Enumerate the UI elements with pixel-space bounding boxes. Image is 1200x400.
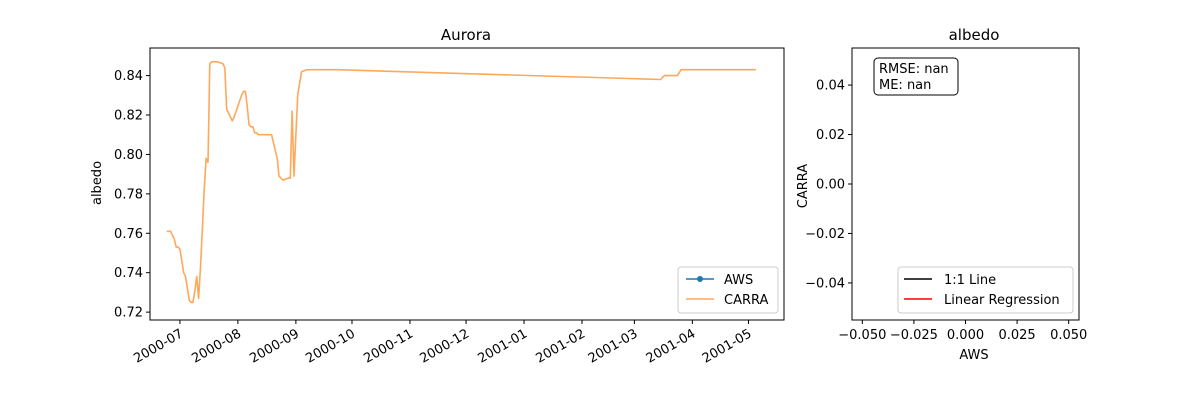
x-tick-label: 2000-08 <box>189 326 244 366</box>
x-tick-group: 2000-07 2000-08 2000-09 2000-10 2000-11 2000-… <box>131 320 754 367</box>
x-tick-label: 2001-04 <box>644 326 699 366</box>
legend: AWS CARRA <box>677 266 779 314</box>
series-lines <box>166 60 756 304</box>
y-tick-label: 0.74 <box>114 266 143 281</box>
annotation-me: ME: nan <box>879 78 931 93</box>
legend-regression-label: Linear Regression <box>944 293 1060 308</box>
x-tick-label: −0.050 <box>838 328 886 343</box>
y-axis-label: albedo <box>90 161 105 205</box>
x-tick-label: 2001-05 <box>700 326 755 366</box>
y-tick-label: 0.84 <box>114 69 143 84</box>
y-tick-label: 0.80 <box>114 148 143 163</box>
legend-aws-label: AWS <box>724 273 753 288</box>
x-tick-label: 0.000 <box>947 328 984 343</box>
time-series-chart: Aurora albedo 0.720.740.760.780.800.820.… <box>90 26 785 367</box>
y-tick-label: 0.78 <box>114 187 143 202</box>
chart-title: Aurora <box>441 26 491 44</box>
y-tick-label: 0.82 <box>114 109 143 124</box>
x-tick-label: 2000-07 <box>131 326 186 366</box>
y-tick-label: −0.04 <box>805 276 845 291</box>
x-tick-label: 2000-09 <box>247 326 302 366</box>
legend-one-to-one-label: 1:1 Line <box>944 273 996 288</box>
plot-frame <box>149 47 785 321</box>
stats-annotation: RMSE: nan ME: nan <box>873 57 959 96</box>
y-tick-group: 0.72 0.74 0.76 0.78 0.80 0.82 0.84 <box>114 69 150 321</box>
annotation-rmse: RMSE: nan <box>879 62 949 77</box>
legend-box <box>897 266 1074 314</box>
plot-frame <box>851 47 1080 321</box>
y-tick-group: −0.04 −0.02 0.00 0.02 0.04 <box>805 79 852 291</box>
x-tick-label: 2001-02 <box>533 326 588 366</box>
chart-title: albedo <box>949 26 1000 44</box>
y-tick-label: 0.04 <box>816 79 845 94</box>
x-tick-label: −0.025 <box>890 328 938 343</box>
x-tick-label: 0.050 <box>1050 328 1087 343</box>
y-tick-label: −0.02 <box>805 227 845 242</box>
x-tick-label: 0.025 <box>998 328 1035 343</box>
x-tick-label: 2000-12 <box>418 326 473 366</box>
legend-aws-marker <box>697 276 703 282</box>
y-tick-label: 0.76 <box>114 227 143 242</box>
y-tick-label: 0.72 <box>114 306 143 321</box>
x-tick-label: 2001-03 <box>586 326 641 366</box>
y-axis-label: CARRA <box>796 164 811 209</box>
y-tick-label: 0.00 <box>816 178 845 193</box>
x-tick-label: 2001-01 <box>475 326 530 366</box>
series-line-carra <box>166 60 756 304</box>
y-tick-label: 0.02 <box>816 128 845 143</box>
scatter-chart: albedo CARRA AWS −0.04−0.020.000.020.04 … <box>796 26 1087 363</box>
legend-carra-label: CARRA <box>724 293 769 308</box>
x-tick-label: 2000-11 <box>361 326 416 366</box>
x-tick-label: 2000-10 <box>303 326 358 366</box>
legend: 1:1 Line Linear Regression <box>897 266 1074 314</box>
x-axis-label: AWS <box>959 348 988 363</box>
x-tick-group: −0.050 −0.025 0.000 0.025 0.050 <box>838 320 1087 343</box>
annotation-box <box>873 57 959 96</box>
